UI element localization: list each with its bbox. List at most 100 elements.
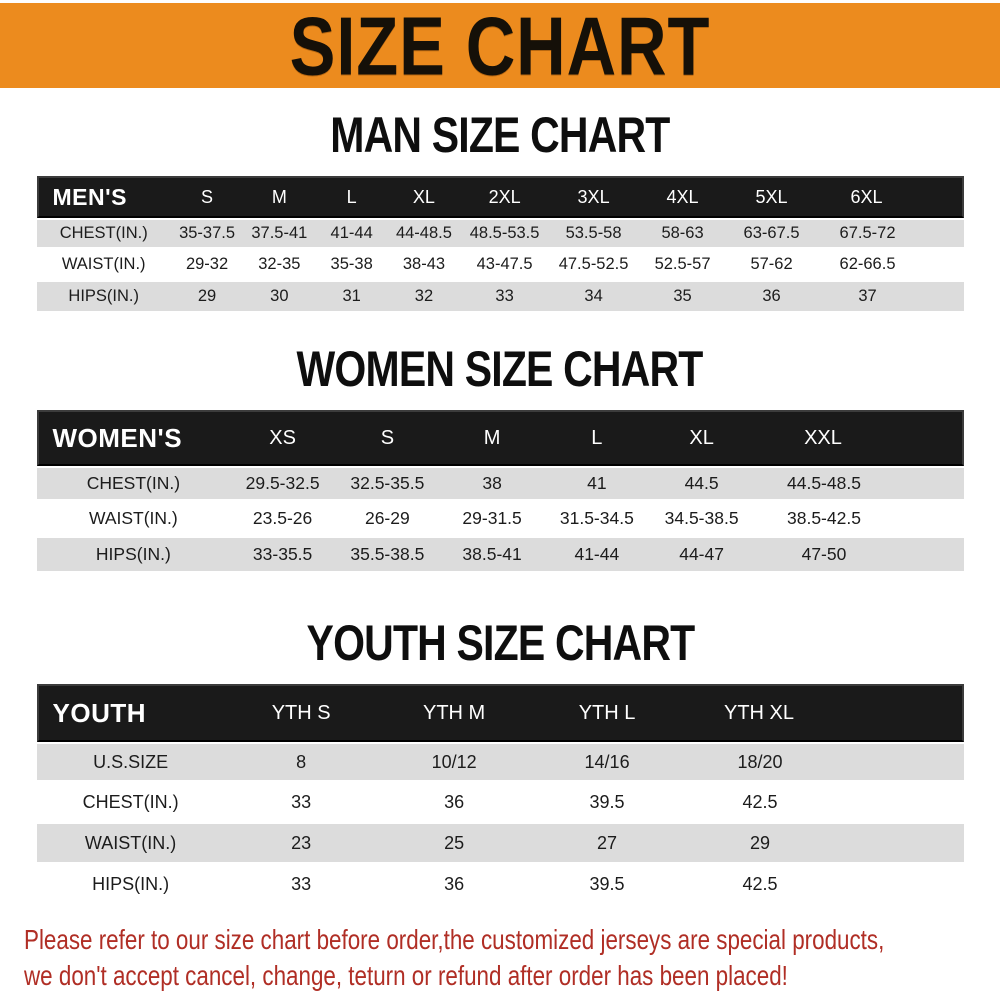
size-value: 43-47.5 bbox=[460, 250, 550, 282]
table-row: HIPS(IN.) 33-35.5 35.5-38.5 38.5-41 41-44 44-… bbox=[36, 538, 964, 574]
size-value: 32.5-35.5 bbox=[334, 466, 440, 502]
size-value: 42.5 bbox=[683, 783, 964, 824]
size-value: 38.5-42.5 bbox=[753, 502, 964, 538]
men-section-title-text: MAN SIZE CHART bbox=[330, 107, 670, 163]
size-value: 36 bbox=[727, 282, 817, 314]
women-section-title: WOMEN SIZE CHART bbox=[0, 344, 1000, 394]
size-value: 42.5 bbox=[683, 865, 964, 906]
size-value: 47.5-52.5 bbox=[549, 250, 639, 282]
size-value: 38.5-41 bbox=[439, 538, 545, 574]
size-value: 39.5 bbox=[530, 865, 684, 906]
size-value: 41 bbox=[544, 466, 650, 502]
youth-table-body: U.S.SIZE 8 10/12 14/16 18/20 CHEST(IN.) 33 36 39… bbox=[36, 742, 964, 906]
row-label: WAIST(IN.) bbox=[36, 502, 231, 538]
size-column-header: L bbox=[315, 176, 388, 218]
footer-line-1: Please refer to our size chart before or… bbox=[24, 924, 885, 955]
table-title-cell: YOUTH bbox=[36, 684, 225, 742]
men-header-row: MEN'S S M L XL 2XL 3XL 4XL 5XL 6XL bbox=[36, 176, 964, 218]
size-value: 23 bbox=[224, 824, 378, 865]
table-row: WAIST(IN.) 29-32 32-35 35-38 38-43 43-47.5 47.… bbox=[36, 250, 964, 282]
size-value: 32-35 bbox=[243, 250, 316, 282]
size-value: 38 bbox=[439, 466, 545, 502]
size-column-header: YTH XL bbox=[683, 684, 964, 742]
size-column-header: L bbox=[544, 410, 650, 466]
size-value: 35.5-38.5 bbox=[334, 538, 440, 574]
size-value: 33-35.5 bbox=[230, 538, 335, 574]
size-value: 41-44 bbox=[544, 538, 650, 574]
row-label: U.S.SIZE bbox=[36, 742, 225, 783]
youth-size-table: YOUTH YTH S YTH M YTH L YTH XL U.S.SIZE 8 10/1… bbox=[36, 684, 964, 906]
table-row: WAIST(IN.) 23.5-26 26-29 29-31.5 31.5-34.5 34… bbox=[36, 502, 964, 538]
size-value: 36 bbox=[377, 865, 531, 906]
row-label: HIPS(IN.) bbox=[36, 538, 231, 574]
size-column-header: M bbox=[439, 410, 545, 466]
size-column-header: XXL bbox=[753, 410, 964, 466]
size-value: 26-29 bbox=[334, 502, 440, 538]
size-value: 29 bbox=[170, 282, 244, 314]
size-value: 18/20 bbox=[683, 742, 964, 783]
size-value: 35-38 bbox=[315, 250, 388, 282]
size-value: 37.5-41 bbox=[243, 218, 316, 250]
row-label: WAIST(IN.) bbox=[36, 250, 171, 282]
size-column-header: YTH S bbox=[224, 684, 378, 742]
size-value: 53.5-58 bbox=[549, 218, 639, 250]
women-header-row: WOMEN'S XS S M L XL XXL bbox=[36, 410, 964, 466]
size-value: 23.5-26 bbox=[230, 502, 335, 538]
youth-section-title-text: YOUTH SIZE CHART bbox=[306, 615, 695, 671]
size-value: 41-44 bbox=[315, 218, 388, 250]
row-label: HIPS(IN.) bbox=[36, 865, 225, 906]
table-title-cell: MEN'S bbox=[36, 176, 171, 218]
size-value: 8 bbox=[224, 742, 378, 783]
size-value: 32 bbox=[387, 282, 461, 314]
size-column-header: YTH M bbox=[377, 684, 531, 742]
size-column-header: 2XL bbox=[460, 176, 550, 218]
size-value: 44.5 bbox=[649, 466, 754, 502]
men-size-table: MEN'S S M L XL 2XL 3XL 4XL 5XL 6XL CHEST(IN.) 35-3… bbox=[36, 176, 964, 314]
size-value: 62-66.5 bbox=[816, 250, 964, 282]
table-title-cell: WOMEN'S bbox=[36, 410, 231, 466]
size-value: 33 bbox=[460, 282, 550, 314]
table-row: HIPS(IN.) 33 36 39.5 42.5 bbox=[36, 865, 964, 906]
size-column-header: 6XL bbox=[816, 176, 964, 218]
row-label: CHEST(IN.) bbox=[36, 466, 231, 502]
size-value: 34.5-38.5 bbox=[649, 502, 754, 538]
row-label: CHEST(IN.) bbox=[36, 783, 225, 824]
size-column-header: YTH L bbox=[530, 684, 684, 742]
size-value: 44-47 bbox=[649, 538, 754, 574]
size-column-header: XL bbox=[387, 176, 461, 218]
size-value: 29.5-32.5 bbox=[230, 466, 335, 502]
men-table-body: CHEST(IN.) 35-37.5 37.5-41 41-44 44-48.5 48.5… bbox=[36, 218, 964, 314]
row-label: HIPS(IN.) bbox=[36, 282, 171, 314]
men-section-title: MAN SIZE CHART bbox=[0, 110, 1000, 160]
size-value: 58-63 bbox=[638, 218, 728, 250]
size-value: 31.5-34.5 bbox=[544, 502, 650, 538]
size-column-header: XS bbox=[230, 410, 335, 466]
size-column-header: S bbox=[334, 410, 440, 466]
table-row: U.S.SIZE 8 10/12 14/16 18/20 bbox=[36, 742, 964, 783]
women-section: WOMEN SIZE CHART WOMEN'S XS S M L XL XXL CHEST… bbox=[0, 344, 1000, 574]
youth-section: YOUTH SIZE CHART YOUTH YTH S YTH M YTH L YTH… bbox=[0, 618, 1000, 906]
size-value: 63-67.5 bbox=[727, 218, 817, 250]
size-value: 57-62 bbox=[727, 250, 817, 282]
size-value: 39.5 bbox=[530, 783, 684, 824]
size-value: 33 bbox=[224, 865, 378, 906]
size-value: 25 bbox=[377, 824, 531, 865]
size-value: 44-48.5 bbox=[387, 218, 461, 250]
size-value: 34 bbox=[549, 282, 639, 314]
size-value: 37 bbox=[816, 282, 964, 314]
youth-header-row: YOUTH YTH S YTH M YTH L YTH XL bbox=[36, 684, 964, 742]
size-value: 31 bbox=[315, 282, 388, 314]
size-value: 67.5-72 bbox=[816, 218, 964, 250]
size-value: 36 bbox=[377, 783, 531, 824]
men-section: MAN SIZE CHART MEN'S S M L XL 2XL 3XL 4XL 5XL 6XL… bbox=[0, 110, 1000, 314]
size-value: 29 bbox=[683, 824, 964, 865]
size-column-header: 4XL bbox=[638, 176, 728, 218]
women-size-table: WOMEN'S XS S M L XL XXL CHEST(IN.) 29.5-32.5 32.… bbox=[36, 410, 964, 574]
size-value: 27 bbox=[530, 824, 684, 865]
banner-title: SIZE CHART bbox=[289, 0, 711, 93]
size-column-header: 5XL bbox=[727, 176, 817, 218]
banner: SIZE CHART bbox=[0, 0, 1000, 88]
size-value: 47-50 bbox=[753, 538, 964, 574]
table-row: CHEST(IN.) 29.5-32.5 32.5-35.5 38 41 44.5 44.5… bbox=[36, 466, 964, 502]
